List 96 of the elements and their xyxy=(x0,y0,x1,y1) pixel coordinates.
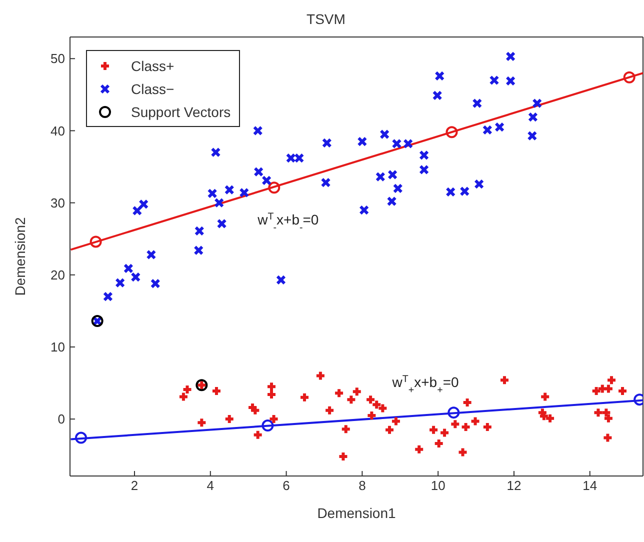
point xyxy=(528,112,538,122)
point xyxy=(196,417,208,428)
point xyxy=(384,424,396,436)
point xyxy=(346,394,357,406)
point xyxy=(448,406,460,419)
point xyxy=(276,274,286,285)
point xyxy=(419,164,430,175)
x-tick-label: 8 xyxy=(358,478,366,494)
x-tick-label: 4 xyxy=(206,478,214,494)
point xyxy=(299,392,310,403)
point xyxy=(322,138,332,148)
point xyxy=(123,263,134,274)
point xyxy=(359,205,370,216)
point xyxy=(470,416,481,427)
point xyxy=(262,420,274,432)
point xyxy=(432,90,442,100)
point xyxy=(357,136,368,147)
point xyxy=(457,446,468,458)
point xyxy=(428,424,440,436)
point xyxy=(482,124,492,135)
point xyxy=(380,129,390,140)
point xyxy=(102,292,113,302)
point xyxy=(489,75,500,86)
point xyxy=(527,130,538,141)
point xyxy=(252,429,264,440)
point xyxy=(320,178,331,188)
point xyxy=(532,98,542,108)
chart-title: TSVM xyxy=(306,10,346,29)
point xyxy=(146,250,156,260)
y-tick-label: 10 xyxy=(50,340,65,355)
y-tick-label: 30 xyxy=(50,195,65,210)
point xyxy=(375,172,386,182)
y-tick-label: 40 xyxy=(50,123,65,138)
point xyxy=(216,218,227,229)
point xyxy=(334,388,345,399)
point xyxy=(388,170,398,180)
point xyxy=(239,188,250,198)
point xyxy=(214,198,224,208)
point xyxy=(132,206,142,216)
x-tick-label: 10 xyxy=(430,478,446,494)
x-tick-label: 12 xyxy=(506,478,522,494)
point xyxy=(392,183,403,194)
point xyxy=(262,175,272,186)
point xyxy=(472,98,482,108)
point xyxy=(210,147,221,158)
point xyxy=(446,186,456,197)
point xyxy=(150,278,160,289)
point xyxy=(90,236,102,248)
point xyxy=(182,384,193,395)
annotation: w$^{T}$$_{-}$x+b$_{-}$=0 xyxy=(256,211,319,234)
point xyxy=(506,51,516,62)
point xyxy=(268,182,280,194)
y-tick-label: 50 xyxy=(50,51,65,66)
point xyxy=(592,407,604,418)
y-tick-label: 0 xyxy=(58,412,65,427)
point xyxy=(254,166,264,177)
point xyxy=(194,226,204,236)
point xyxy=(474,179,484,190)
point xyxy=(250,404,261,416)
point xyxy=(340,424,352,435)
point xyxy=(540,391,551,402)
legend-label: Class− xyxy=(131,80,174,96)
point xyxy=(130,272,141,282)
x-tick-label: 2 xyxy=(130,478,138,494)
point xyxy=(460,186,470,196)
annotation: w$^{T}$$_{+}$x+b$_{+}$=0 xyxy=(391,374,460,396)
point xyxy=(75,432,88,444)
point xyxy=(178,391,189,402)
y-axis-title: Demension2 xyxy=(12,216,28,296)
legend-label: Support Vectors xyxy=(131,104,231,120)
point xyxy=(506,76,516,86)
x-tick-label: 6 xyxy=(282,478,290,494)
point xyxy=(494,122,505,132)
point xyxy=(623,71,636,84)
point xyxy=(138,199,149,210)
x-tick-label: 14 xyxy=(582,478,598,494)
point xyxy=(434,70,445,81)
point xyxy=(324,404,336,416)
point xyxy=(439,427,450,438)
legend-label: Class+ xyxy=(131,58,174,74)
point xyxy=(446,126,458,138)
point xyxy=(450,418,461,430)
point xyxy=(386,196,397,206)
point xyxy=(602,432,614,444)
x-axis-title: Demension1 xyxy=(317,504,396,521)
point xyxy=(314,370,326,382)
point xyxy=(252,126,263,136)
y-tick-label: 20 xyxy=(50,267,65,282)
point xyxy=(207,188,218,198)
point xyxy=(224,184,234,195)
point xyxy=(419,150,430,160)
point xyxy=(194,245,204,256)
point xyxy=(414,444,425,455)
point xyxy=(115,278,126,288)
point xyxy=(390,416,402,427)
point xyxy=(351,386,362,398)
